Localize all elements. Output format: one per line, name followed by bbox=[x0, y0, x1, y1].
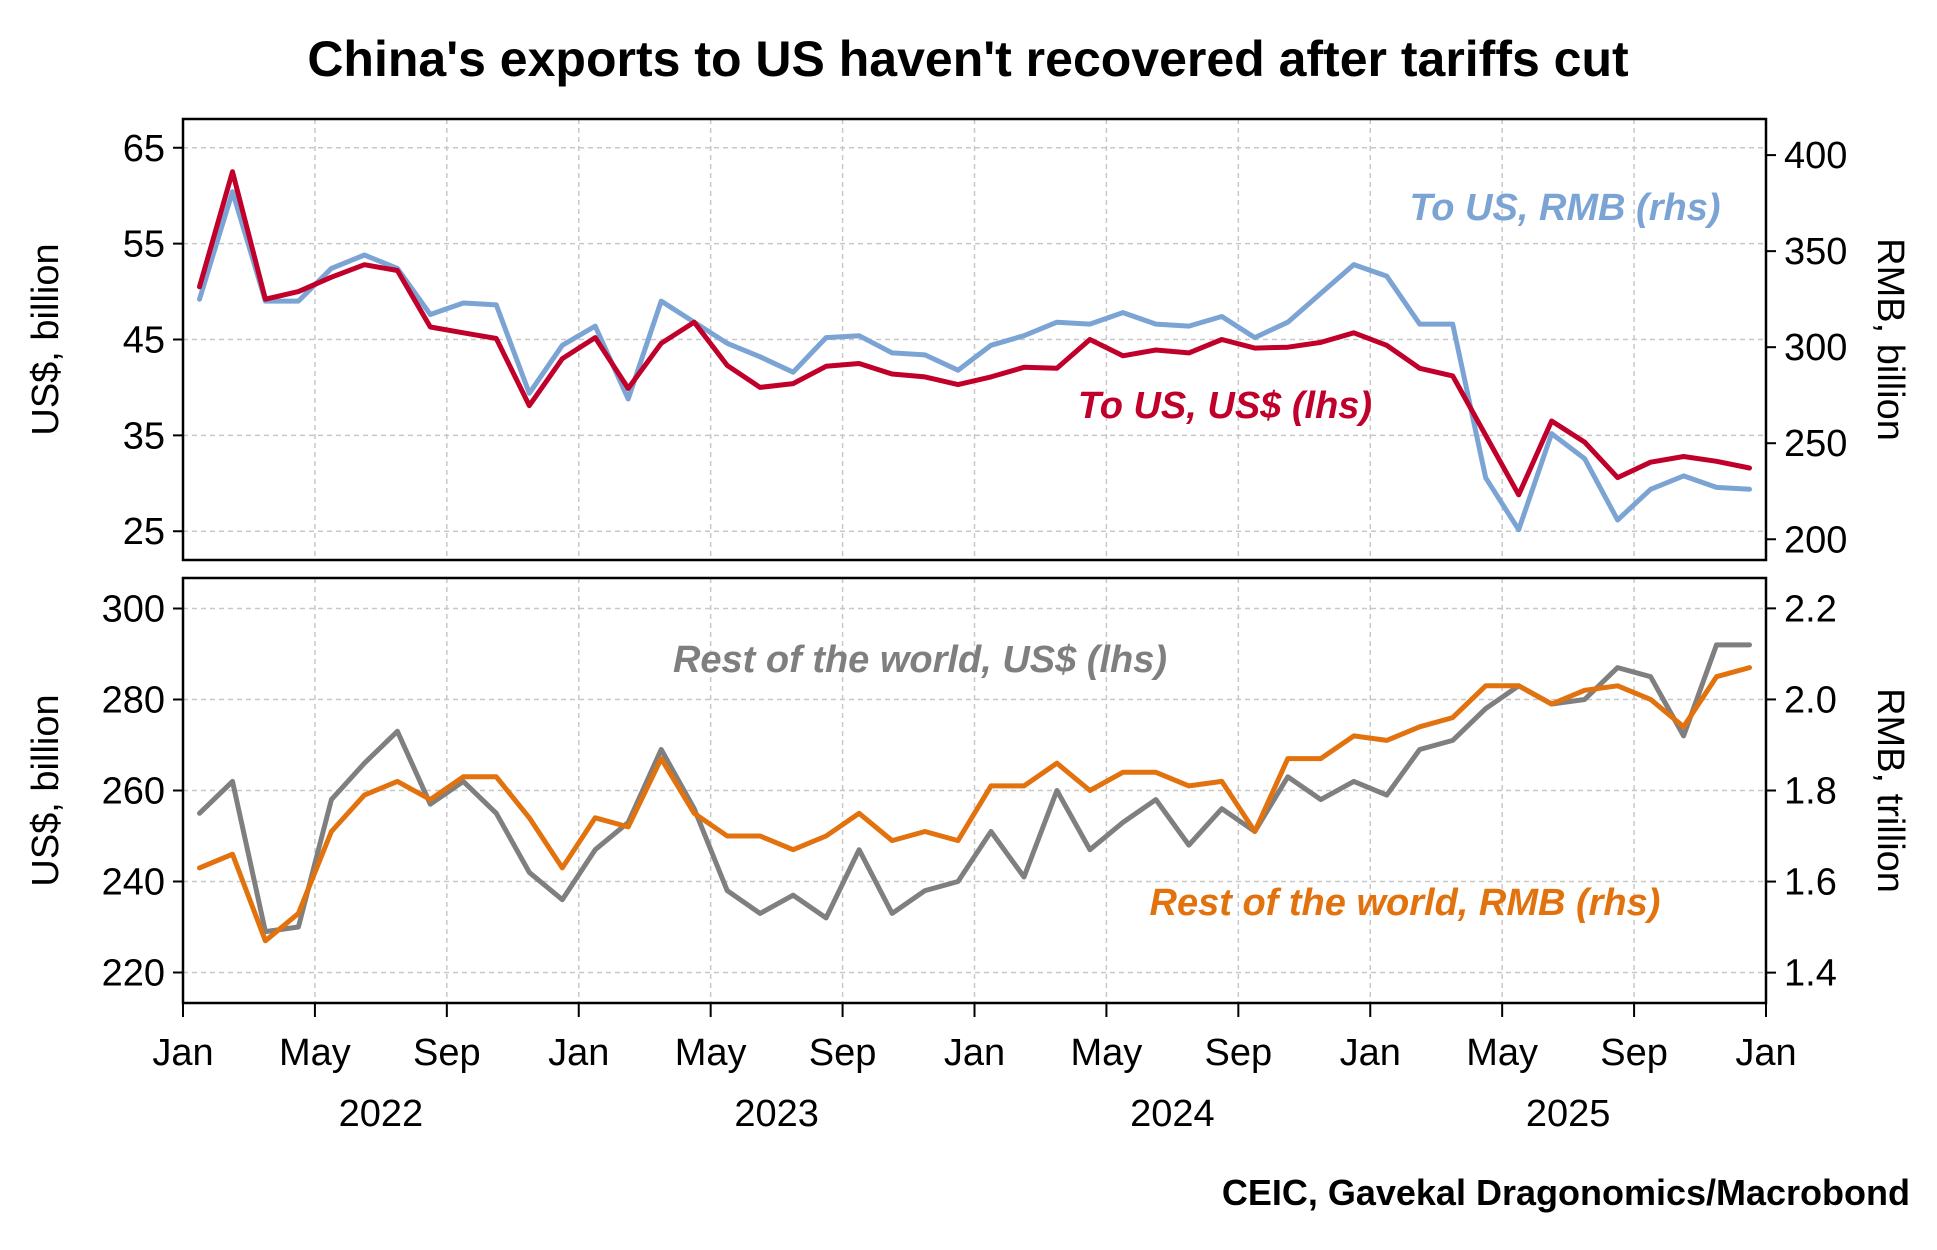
series-line-to-us-rmb-rhs bbox=[197, 189, 1752, 533]
x-tick-label: Sep bbox=[1205, 1032, 1273, 1074]
left-tick-label: 65 bbox=[123, 128, 165, 170]
x-tick-label: Jan bbox=[548, 1032, 609, 1074]
x-tick-label: Jan bbox=[944, 1032, 1005, 1074]
series-line-to-us-us-lhs bbox=[197, 169, 1752, 498]
x-tick-label: Sep bbox=[413, 1032, 481, 1074]
right-axis-title: RMB, billion bbox=[1869, 238, 1911, 441]
series-line-rest-of-the-world-us-lhs bbox=[197, 642, 1752, 935]
left-tick-label: 240 bbox=[102, 862, 165, 904]
right-tick-label: 300 bbox=[1784, 327, 1847, 369]
left-tick-label: 25 bbox=[123, 511, 165, 553]
right-axis-title: RMB, trillion bbox=[1869, 688, 1911, 893]
x-year-label: 2025 bbox=[1526, 1093, 1611, 1135]
chart-panel-2: 300 280 260 240 220 2.2 2.0 1.8 1.6 1.4 US$, billi… bbox=[25, 576, 1911, 1005]
left-tick-label: 260 bbox=[102, 771, 165, 813]
series-label: To US, US$ (lhs) bbox=[1078, 385, 1372, 427]
right-tick-label: 1.8 bbox=[1784, 771, 1837, 813]
right-tick-label: 350 bbox=[1784, 231, 1847, 273]
left-tick-label: 45 bbox=[123, 320, 165, 362]
left-tick-label: 280 bbox=[102, 679, 165, 721]
x-tick-label: Jan bbox=[1340, 1032, 1401, 1074]
x-tick-label: Jan bbox=[152, 1032, 213, 1074]
x-tick-label: May bbox=[675, 1032, 747, 1074]
right-tick-label: 2.0 bbox=[1784, 679, 1837, 721]
left-axis-title: US$, billion bbox=[25, 243, 67, 435]
left-tick-label: 220 bbox=[102, 953, 165, 995]
source-note: CEIC, Gavekal Dragonomics/Macrobond bbox=[1222, 1172, 1910, 1213]
left-tick-label: 300 bbox=[102, 588, 165, 630]
right-tick-label: 2.2 bbox=[1784, 588, 1837, 630]
right-tick-label: 1.6 bbox=[1784, 862, 1837, 904]
right-tick-label: 1.4 bbox=[1784, 953, 1837, 995]
left-tick-label: 55 bbox=[123, 224, 165, 266]
series-label: Rest of the world, US$ (lhs) bbox=[673, 639, 1167, 681]
x-tick-label: May bbox=[279, 1032, 351, 1074]
x-year-label: 2022 bbox=[339, 1093, 424, 1135]
right-tick-label: 200 bbox=[1784, 519, 1847, 561]
x-year-label: 2023 bbox=[734, 1093, 819, 1135]
x-tick-label: Sep bbox=[809, 1032, 877, 1074]
series-label: To US, RMB (rhs) bbox=[1409, 187, 1720, 229]
x-tick-label: Jan bbox=[1735, 1032, 1796, 1074]
series-line-rest-of-the-world-rmb-rhs bbox=[197, 665, 1752, 944]
left-axis-title: US$, billion bbox=[25, 694, 67, 886]
x-tick-label: Sep bbox=[1600, 1032, 1668, 1074]
right-tick-label: 400 bbox=[1784, 135, 1847, 177]
x-tick-label: May bbox=[1466, 1032, 1538, 1074]
x-year-label: 2024 bbox=[1130, 1093, 1215, 1135]
right-tick-label: 250 bbox=[1784, 423, 1847, 465]
x-tick-label: May bbox=[1071, 1032, 1143, 1074]
chart-panel-1: 65 55 45 35 25 400 350 300 250 200 US$, billion RMB… bbox=[25, 117, 1911, 561]
left-tick-label: 35 bbox=[123, 415, 165, 457]
chart-title: China's exports to US haven't recovered … bbox=[307, 31, 1629, 87]
series-label: Rest of the world, RMB (rhs) bbox=[1150, 882, 1661, 924]
